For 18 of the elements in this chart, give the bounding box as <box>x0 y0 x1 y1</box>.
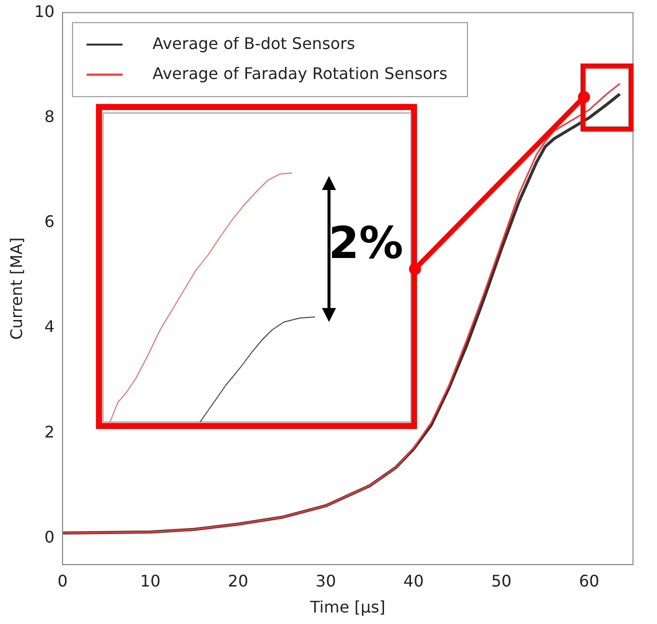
x-tick-label: 30 <box>316 571 336 590</box>
y-tick-label: 2 <box>44 422 55 442</box>
x-tick-label: 50 <box>491 571 512 590</box>
y-tick-label: 8 <box>44 106 55 126</box>
x-axis-title: Time [μs] <box>309 598 386 617</box>
y-axis-title: Current [MA] <box>6 237 26 340</box>
x-tick-label: 10 <box>140 571 160 590</box>
legend-label: Average of Faraday Rotation Sensors <box>152 64 448 83</box>
y-tick-label: 10 <box>34 2 55 21</box>
x-tick-label: 60 <box>578 571 600 590</box>
x-tick-label: 20 <box>228 571 248 590</box>
y-tick-label: 4 <box>44 317 55 336</box>
y-tick-label: 6 <box>44 212 55 232</box>
x-tick-label: 0 <box>57 571 68 590</box>
legend-label: Average of B-dot Sensors <box>152 34 356 53</box>
y-tick-label: 0 <box>44 527 55 546</box>
x-tick-label: 40 <box>403 571 424 590</box>
annotation: 2% <box>328 218 404 270</box>
